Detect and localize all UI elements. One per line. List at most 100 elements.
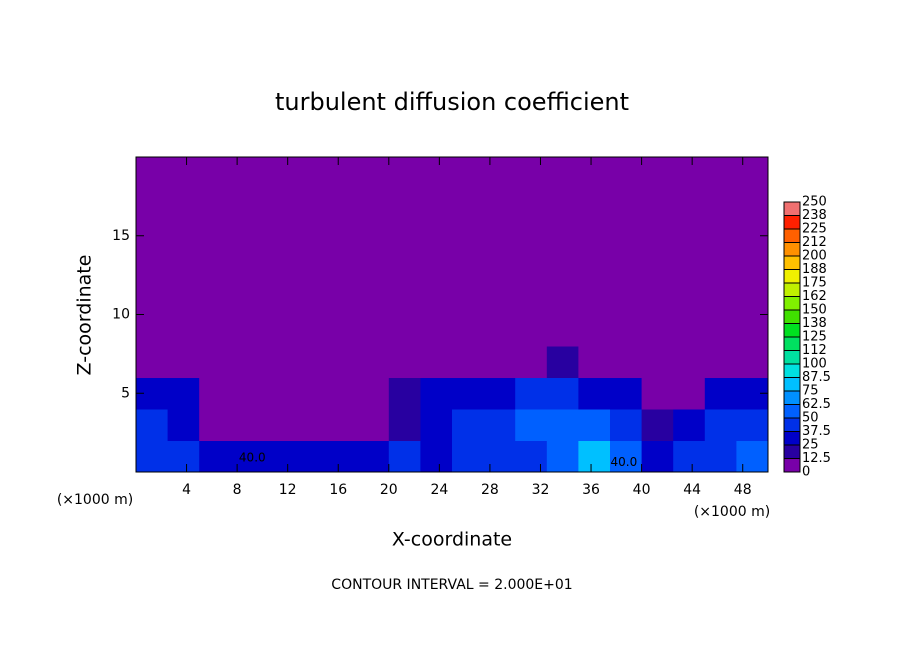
cell [641, 314, 674, 347]
cell [641, 157, 674, 189]
cell [452, 220, 485, 252]
cell [483, 220, 516, 252]
colorbar-label: 0 [802, 465, 810, 480]
cell [325, 220, 358, 252]
cell [546, 314, 579, 347]
cell [578, 377, 611, 410]
cell [357, 220, 390, 252]
cell [610, 409, 643, 441]
cell [388, 220, 421, 252]
cell [388, 314, 421, 347]
cell [515, 377, 548, 410]
cell [673, 220, 706, 252]
colorbar-swatch [784, 364, 800, 378]
cell [546, 346, 579, 378]
cell [515, 440, 548, 473]
cell [452, 409, 485, 441]
colorbar-swatch [784, 242, 800, 256]
cell [704, 314, 737, 347]
cell [610, 440, 643, 473]
colorbar-swatch [784, 323, 800, 337]
cell [515, 188, 548, 221]
colorbar-label: 162 [802, 289, 827, 304]
colorbar-label: 238 [802, 208, 827, 223]
colorbar-label: 125 [802, 330, 827, 345]
x-unit: (×1000 m) [57, 492, 133, 508]
footer: CONTOUR INTERVAL = 2.000E+01 [331, 577, 572, 593]
contour-label: 40.0 [239, 450, 266, 464]
x-tick-label: 40 [633, 482, 651, 498]
cell [704, 251, 737, 284]
cell [388, 346, 421, 378]
cell [199, 377, 232, 410]
cell [578, 188, 611, 221]
colorbar-swatch [784, 215, 800, 229]
cell [736, 440, 769, 473]
cell [294, 440, 327, 473]
colorbar-swatch [784, 445, 800, 459]
colorbar-label: 62.5 [802, 397, 831, 412]
cell [325, 377, 358, 410]
cell [578, 440, 611, 473]
cell [325, 157, 358, 189]
x-tick-label: 28 [481, 482, 499, 498]
cell [357, 283, 390, 315]
cell [641, 251, 674, 284]
cell [167, 377, 200, 410]
colorbar-label: 150 [802, 303, 827, 318]
colorbar-label: 175 [802, 276, 827, 291]
cell [230, 377, 263, 410]
cell [294, 188, 327, 221]
cell [736, 251, 769, 284]
cell [736, 409, 769, 441]
colorbar-label: 250 [802, 195, 827, 210]
cell [673, 283, 706, 315]
colorbar-swatch [784, 337, 800, 351]
cell [388, 251, 421, 284]
cell [641, 220, 674, 252]
cell [578, 157, 611, 189]
cell [325, 188, 358, 221]
cell [294, 346, 327, 378]
colorbar-label: 112 [802, 343, 827, 358]
cell [452, 283, 485, 315]
cell [610, 157, 643, 189]
cell [136, 314, 169, 347]
cell [262, 283, 295, 315]
cell [515, 283, 548, 315]
cell [704, 283, 737, 315]
x-tick-label: 20 [380, 482, 398, 498]
cell [420, 251, 453, 284]
cell [230, 283, 263, 315]
cell [230, 157, 263, 189]
colorbar-label: 12.5 [802, 451, 831, 466]
cell [262, 346, 295, 378]
x-tick-label: 44 [683, 482, 701, 498]
cell [420, 440, 453, 473]
cell [736, 188, 769, 221]
cell [388, 409, 421, 441]
cell [673, 314, 706, 347]
cell [294, 377, 327, 410]
contour-label: 40.0 [611, 455, 638, 469]
cell [420, 314, 453, 347]
cell [167, 188, 200, 221]
cell [230, 440, 263, 473]
cell [515, 346, 548, 378]
cell [199, 157, 232, 189]
x-tick-label: 4 [182, 482, 191, 498]
cell [167, 314, 200, 347]
colorbar-swatch [784, 283, 800, 297]
cell [357, 314, 390, 347]
colorbar-swatch [784, 458, 800, 472]
cell [546, 440, 579, 473]
cell [262, 377, 295, 410]
cell [483, 188, 516, 221]
cell [262, 314, 295, 347]
cell [704, 346, 737, 378]
cell [199, 188, 232, 221]
cell [357, 409, 390, 441]
cell [610, 346, 643, 378]
cell [736, 157, 769, 189]
cell [578, 314, 611, 347]
